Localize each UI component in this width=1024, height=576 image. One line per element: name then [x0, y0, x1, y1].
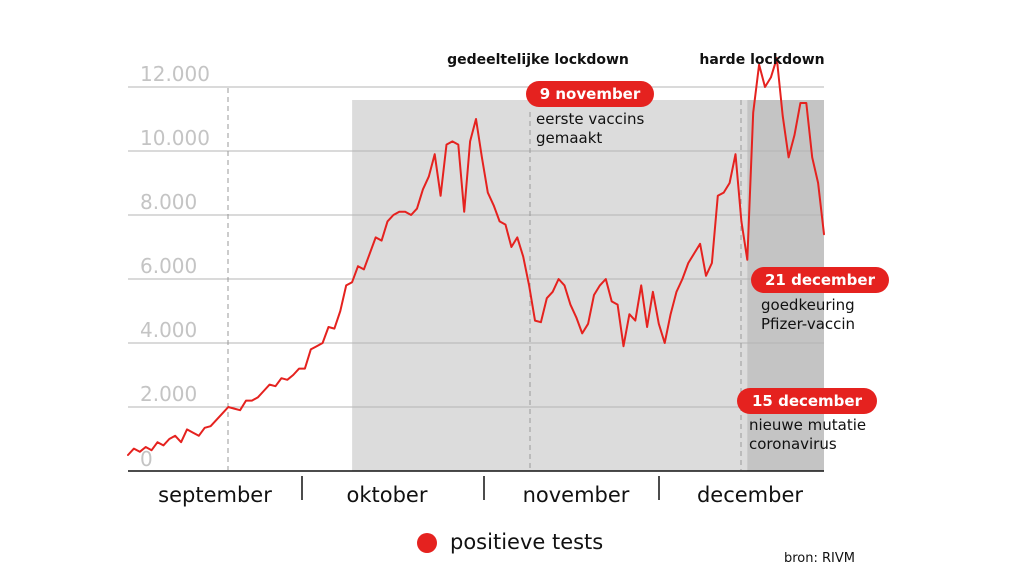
month-label-november: november [523, 483, 630, 507]
y-tick-label-4: 8.000 [140, 190, 197, 214]
badge-21-december-text: 21 december [765, 271, 876, 289]
y-tick-label-1: 2.000 [140, 382, 197, 406]
y-tick-label-3: 6.000 [140, 254, 197, 278]
note-15-december-line2: coronavirus [749, 435, 837, 453]
legend-dot [417, 533, 437, 553]
badge-21-december [751, 267, 889, 293]
month-label-oktober: oktober [347, 483, 428, 507]
y-tick-label-0: 0 [140, 447, 153, 471]
series-line-positieve-tests [127, 57, 825, 456]
badge-9-november [526, 81, 654, 107]
series-layer [127, 57, 825, 456]
note-9-november-line2: gemaakt [536, 129, 602, 147]
grid-layer: 0 2.000 4.000 6.000 8.000 10.000 12.000 [128, 62, 824, 471]
note-9-november-line1: eerste vaccins [536, 110, 645, 128]
period-label-hard-lockdown: harde lockdown [699, 52, 824, 68]
badge-15-december [737, 388, 877, 414]
legend-label: positieve tests [450, 530, 603, 554]
badge-9-november-text: 9 november [540, 85, 641, 103]
y-tick-label-5: 10.000 [140, 126, 210, 150]
source-label: bron: RIVM [784, 551, 855, 566]
month-label-september: september [158, 483, 272, 507]
note-21-december-line1: goedkeuring [761, 296, 855, 314]
y-tick-label-6: 12.000 [140, 62, 210, 86]
period-label-partial-lockdown: gedeeltelijke lockdown [447, 52, 629, 68]
note-21-december-line2: Pfizer-vaccin [761, 315, 855, 333]
badge-15-december-text: 15 december [752, 392, 863, 410]
y-tick-label-2: 4.000 [140, 318, 197, 342]
month-label-december: december [697, 483, 803, 507]
note-15-december-line1: nieuwe mutatie [749, 416, 866, 434]
